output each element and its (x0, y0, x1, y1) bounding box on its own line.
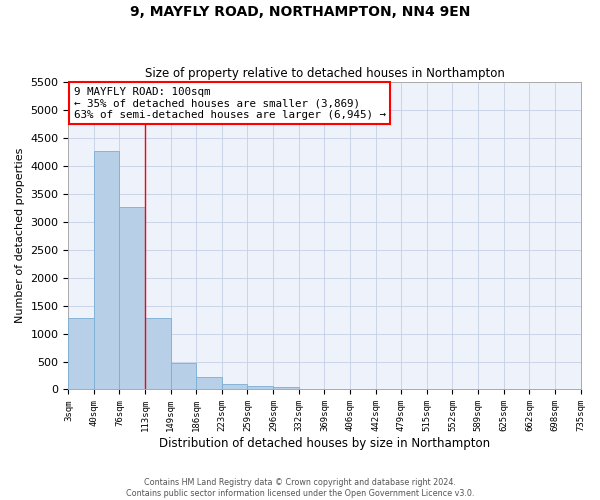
Text: 9 MAYFLY ROAD: 100sqm
← 35% of detached houses are smaller (3,869)
63% of semi-d: 9 MAYFLY ROAD: 100sqm ← 35% of detached … (74, 86, 386, 120)
Title: Size of property relative to detached houses in Northampton: Size of property relative to detached ho… (145, 66, 505, 80)
Text: Contains HM Land Registry data © Crown copyright and database right 2024.
Contai: Contains HM Land Registry data © Crown c… (126, 478, 474, 498)
Text: 9, MAYFLY ROAD, NORTHAMPTON, NN4 9EN: 9, MAYFLY ROAD, NORTHAMPTON, NN4 9EN (130, 5, 470, 19)
Y-axis label: Number of detached properties: Number of detached properties (15, 148, 25, 324)
Bar (119, 206, 145, 390)
Bar (145, 318, 170, 390)
Bar (196, 376, 223, 390)
Bar (223, 384, 247, 390)
Bar (94, 151, 119, 390)
X-axis label: Distribution of detached houses by size in Northampton: Distribution of detached houses by size … (159, 437, 490, 450)
Bar (170, 363, 196, 390)
Bar (68, 318, 94, 390)
Bar (274, 387, 299, 390)
Bar (247, 386, 274, 390)
